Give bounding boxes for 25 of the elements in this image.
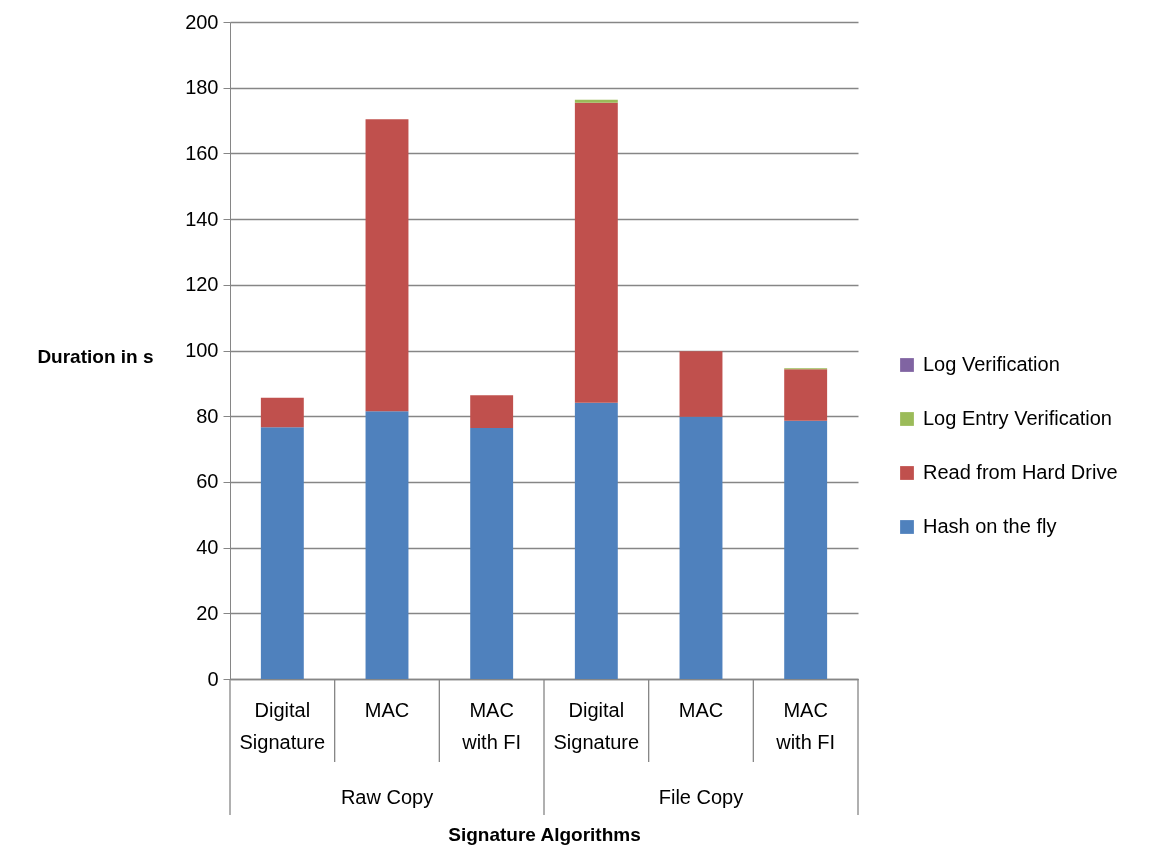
y-tick-label: 80 [196,404,219,427]
legend-label: Read from Hard Drive [923,461,1118,483]
x-tick-label: Digital Signature [239,699,326,753]
text: File Copy [658,786,744,808]
x-tick-label: MAC with FI [461,699,522,753]
y-axis-title: Duration in s [37,346,154,367]
x-tick-label: MAC with FI [775,699,836,753]
legend-label: Hash on the fly [923,515,1057,537]
x-tick-label: MAC [678,699,724,721]
x-axis-title: Signature Algorithms [448,823,641,845]
y-tick-label: 0 [207,667,219,690]
legend-label: Log Verification [923,353,1060,375]
y-tick-label: 20 [196,601,219,624]
y-tick-label: 120 [185,273,219,296]
y-tick-label: 200 [185,10,219,33]
text: Raw Copy [340,786,434,808]
x-tick-label: MAC [364,699,410,721]
y-tick-label: 60 [196,470,219,493]
y-tick-label: 160 [185,141,219,164]
y-tick-label: 40 [196,536,219,559]
y-tick-label: 180 [185,76,219,99]
legend-label: Log Entry Verification [923,407,1112,429]
x-tick-label: Digital Signature [553,699,640,753]
y-tick-label: 140 [185,207,219,230]
y-tick-label: 100 [185,339,219,361]
